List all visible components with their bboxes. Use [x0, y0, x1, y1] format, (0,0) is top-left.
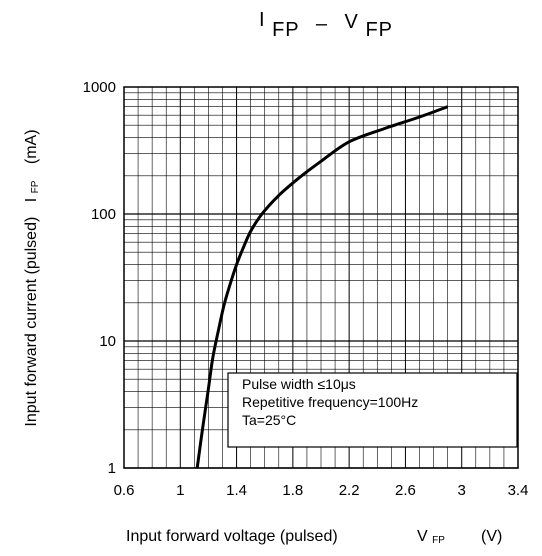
y-tick-label-1: 1	[108, 460, 116, 477]
title-dash: –	[316, 13, 328, 35]
title-current-symbol: I	[259, 9, 266, 31]
x-tick-label-2.6: 2.6	[395, 482, 416, 499]
x-tick-label-1: 1	[176, 482, 184, 499]
x-axis-symbol-subscript: FP	[432, 535, 445, 546]
title-voltage-symbol: V	[345, 11, 359, 33]
title-current-subscript: FP	[272, 19, 299, 41]
x-tick-label-3.4: 3.4	[508, 482, 529, 499]
x-axis-label-text: Input forward voltage (pulsed)	[126, 528, 338, 545]
title-voltage-subscript: FP	[365, 19, 393, 41]
chart-title: I FP – V FP	[259, 9, 393, 41]
x-tick-label-0.6: 0.6	[114, 482, 135, 499]
y-axis-label: Input forward current (pulsed) I FP (mA)	[23, 129, 42, 426]
annotation-line-3: Ta=25°C	[242, 412, 296, 428]
y-tick-labels: 1 10 100 1000	[83, 79, 116, 477]
x-axis-label: Input forward voltage (pulsed) V FP (V)	[126, 528, 502, 547]
y-axis-symbol: I	[23, 198, 40, 202]
annotation-line-1: Pulse width ≤10μs	[242, 376, 356, 392]
y-axis-symbol-subscript: FP	[30, 180, 41, 193]
x-axis-symbol: V	[417, 528, 428, 545]
x-tick-labels: 0.6 1 1.4 1.8 2.2 2.6 3 3.4	[114, 482, 529, 499]
y-axis-unit: (mA)	[23, 129, 40, 164]
annotation-text: Pulse width ≤10μs Repetitive frequency=1…	[242, 376, 422, 428]
series-line-1	[195, 105, 449, 469]
x-tick-label-1.4: 1.4	[226, 482, 247, 499]
series-group	[195, 105, 449, 469]
x-tick-label-3: 3	[458, 482, 466, 499]
y-tick-label-100: 100	[91, 206, 116, 223]
x-tick-label-1.8: 1.8	[282, 482, 303, 499]
x-axis-unit: (V)	[481, 528, 502, 545]
x-tick-label-2.2: 2.2	[339, 482, 360, 499]
annotation-line-2: Repetitive frequency=100Hz	[242, 394, 418, 410]
y-axis-label-text: Input forward current (pulsed)	[23, 217, 40, 427]
annotation-box	[227, 372, 518, 448]
y-tick-label-1000: 1000	[83, 79, 116, 96]
y-tick-label-10: 10	[99, 333, 116, 350]
